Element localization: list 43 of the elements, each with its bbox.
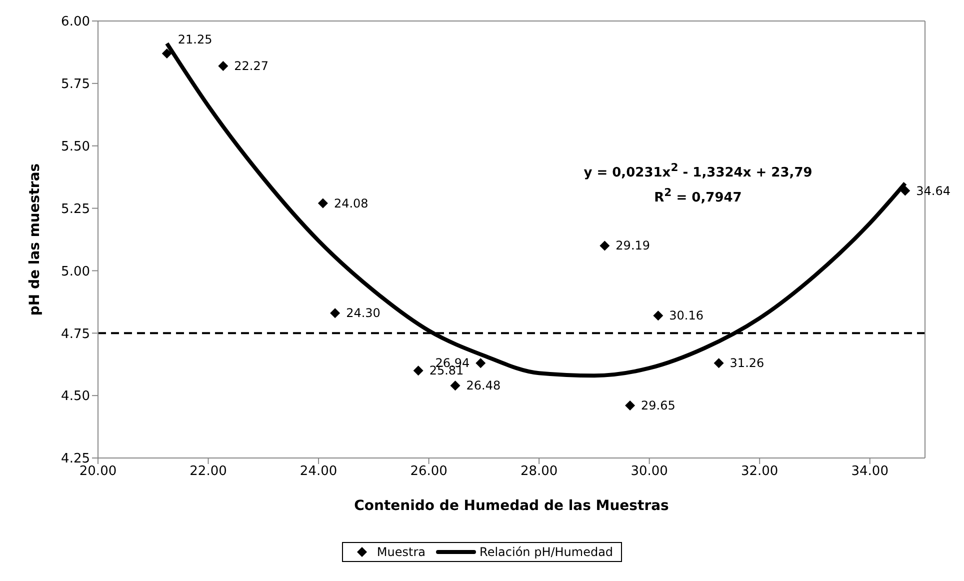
- point: [600, 240, 610, 251]
- point: [413, 366, 424, 376]
- x-tick-label: 32.00: [740, 464, 778, 480]
- y-tick-label: 5.25: [61, 202, 90, 217]
- point: [476, 358, 486, 368]
- x-tick-label: 28.00: [520, 464, 558, 480]
- point: [218, 60, 228, 71]
- point: [318, 198, 328, 208]
- annotation: 31.26: [730, 356, 764, 370]
- annotation: 21.25: [178, 32, 212, 46]
- y-tick-label: 4.50: [61, 389, 90, 404]
- annotation: 22.27: [234, 58, 269, 73]
- legend-label: Relación pH/Humedad: [480, 545, 614, 559]
- y-axis-title: pH de las muestras: [26, 163, 43, 316]
- y-tick-label: 4.75: [61, 326, 90, 342]
- x-axis-title: Contenido de Humedad de las Muestras: [354, 498, 669, 514]
- y-tick-label: 5.50: [61, 139, 90, 154]
- point: [330, 308, 340, 318]
- point: [162, 48, 172, 58]
- annotation: y = 0,0231x$^{2}$ - 1,3324x + 23,79: [582, 160, 814, 182]
- x-tick-label: 22.00: [190, 464, 227, 480]
- annotation: 30.16: [669, 308, 704, 323]
- point: [625, 400, 636, 411]
- y-tick-label: 5.00: [61, 264, 90, 280]
- x-tick-label: 20.00: [79, 464, 117, 480]
- y-tick-label: 6.00: [61, 14, 90, 30]
- point: [450, 380, 460, 391]
- annotation: 26.48: [466, 378, 501, 393]
- x-tick-label: 34.00: [851, 464, 888, 480]
- annotation: 34.64: [916, 184, 951, 198]
- annotation: 29.65: [641, 398, 676, 413]
- annotation: R$^{2}$ = 0,7947: [653, 185, 743, 208]
- x-tick-label: 26.00: [410, 464, 448, 480]
- point: [653, 310, 664, 321]
- annotation: 29.19: [616, 238, 650, 253]
- x-tick-label: 24.00: [300, 464, 338, 480]
- point: [900, 186, 910, 196]
- annotation: 24.30: [346, 306, 380, 320]
- legend-label: Muestra: [376, 545, 426, 559]
- y-tick-label: 5.75: [61, 77, 90, 92]
- x-tick-label: 30.00: [630, 464, 668, 480]
- annotation: 24.08: [334, 196, 368, 210]
- point: [714, 358, 724, 368]
